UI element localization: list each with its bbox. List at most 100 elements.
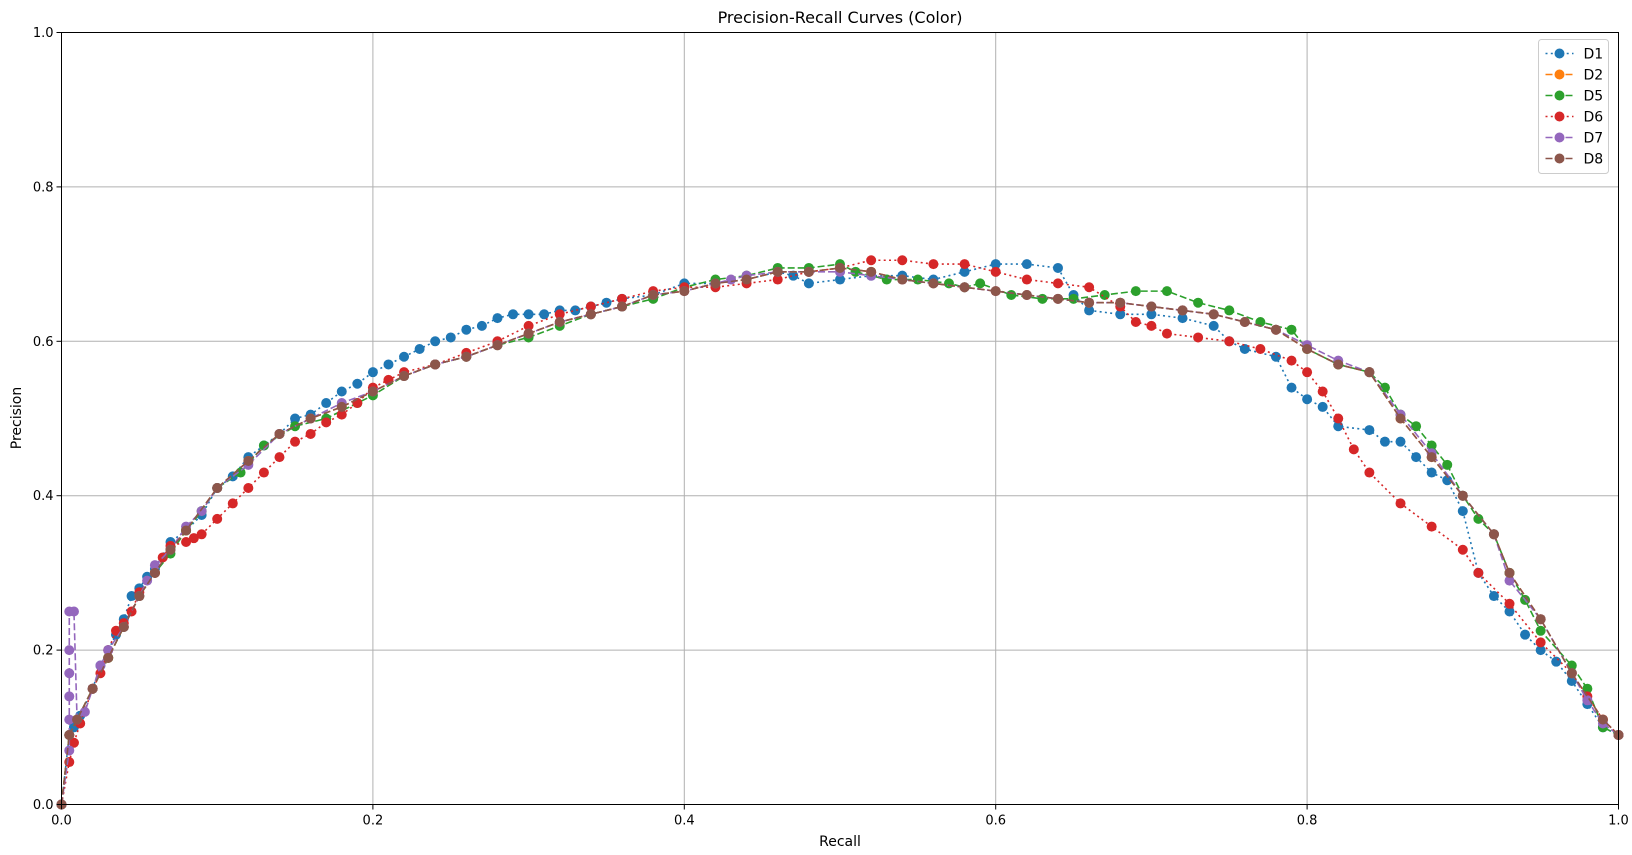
data-point-d8	[990, 286, 1001, 297]
data-point-d8	[118, 621, 129, 632]
data-point-d1	[1239, 344, 1250, 355]
data-point-d5	[1442, 459, 1453, 470]
data-point-d1	[336, 386, 347, 397]
data-point-d6	[554, 309, 565, 320]
data-point-d8	[87, 683, 98, 694]
data-point-d1	[835, 274, 845, 285]
data-point-d5	[975, 278, 986, 289]
data-point-d7	[1504, 575, 1515, 586]
data-point-d6	[959, 259, 970, 270]
series-line-d6	[60, 259, 1620, 805]
data-point-d1	[1084, 305, 1095, 316]
data-point-d6	[188, 533, 199, 544]
data-point-d1	[399, 351, 410, 362]
data-point-d5	[1535, 625, 1546, 636]
data-point-d6	[585, 301, 596, 312]
data-point-d6	[617, 293, 628, 304]
data-point-d8	[1208, 309, 1219, 320]
data-point-d8	[897, 274, 908, 285]
data-point-d6	[1146, 320, 1157, 331]
legend-marker-d2	[1554, 69, 1565, 80]
data-point-d8	[430, 359, 441, 370]
data-point-d8	[617, 301, 628, 312]
data-point-d7	[1582, 695, 1593, 706]
data-point-d6	[321, 417, 332, 428]
data-point-d8	[1364, 367, 1375, 378]
data-point-d8	[1457, 490, 1468, 501]
data-point-d6	[1457, 544, 1468, 555]
data-point-d1	[959, 266, 970, 277]
data-point-d7	[64, 645, 75, 656]
data-point-d1	[1535, 645, 1546, 656]
data-point-d1	[1520, 629, 1531, 640]
data-point-d6	[1052, 278, 1063, 289]
data-point-d1	[1457, 506, 1468, 517]
data-point-d5	[1224, 305, 1235, 316]
data-point-d8	[134, 591, 145, 602]
y-tick-label: 0.0	[33, 798, 54, 813]
data-point-d7	[64, 745, 75, 756]
data-point-d6	[274, 452, 285, 463]
data-point-d1	[1177, 313, 1188, 324]
legend: D1 D2 D5 D6 D7 D8	[1538, 39, 1609, 174]
data-point-d8	[305, 413, 316, 424]
chart-title: Precision-Recall Curves (Color)	[718, 8, 963, 27]
legend-label-d7: D7	[1584, 131, 1604, 147]
data-point-d5	[1426, 440, 1437, 451]
data-point-d1	[570, 305, 581, 316]
data-point-d6	[1224, 336, 1235, 347]
data-point-d8	[928, 278, 939, 289]
data-point-d5	[1068, 293, 1079, 304]
data-point-d1	[1052, 262, 1063, 273]
data-point-d7	[64, 714, 75, 725]
data-point-d8	[212, 482, 223, 493]
y-axis-label: Precision	[9, 387, 25, 449]
data-point-d8	[772, 266, 783, 277]
legend-label-d2: D2	[1584, 68, 1604, 84]
data-point-d1	[788, 270, 799, 281]
data-point-d6	[1317, 386, 1328, 397]
data-point-d5	[1379, 382, 1390, 393]
data-point-d5	[1006, 289, 1017, 300]
data-point-d8	[585, 309, 596, 320]
y-tick-label: 0.6	[33, 335, 54, 350]
data-point-d1	[1551, 656, 1562, 667]
data-point-d7	[64, 691, 75, 702]
data-point-d8	[165, 544, 176, 555]
data-point-d1	[523, 309, 534, 320]
y-tick-label: 1.0	[33, 26, 54, 41]
data-point-d8	[1115, 297, 1126, 308]
x-tick-label: 0.8	[1297, 814, 1318, 829]
data-point-d8	[1535, 614, 1546, 625]
data-point-d6	[68, 737, 79, 748]
x-tick-label: 0.6	[985, 814, 1006, 829]
data-point-d1	[290, 413, 301, 424]
data-point-d1	[445, 332, 456, 343]
data-point-d6	[1333, 413, 1344, 424]
data-point-d1	[1504, 606, 1515, 617]
data-point-d8	[679, 286, 690, 297]
data-point-d8	[103, 652, 114, 663]
data-point-d1	[1364, 425, 1375, 436]
data-point-d6	[1161, 328, 1172, 339]
data-point-d8	[959, 282, 970, 293]
data-point-d8	[1488, 529, 1499, 540]
data-point-d8	[648, 289, 659, 300]
data-point-d8	[1052, 293, 1063, 304]
x-tick-label: 0.4	[674, 814, 695, 829]
data-point-d1	[476, 320, 487, 331]
legend-item-d7: D7	[1545, 131, 1604, 147]
data-point-d6	[1193, 332, 1204, 343]
data-point-d5	[1473, 513, 1484, 524]
data-point-d5	[943, 278, 954, 289]
x-tick-label: 1.0	[1608, 814, 1629, 829]
legend-item-d2: D2	[1545, 68, 1604, 84]
data-point-d6	[1255, 344, 1266, 355]
data-point-d8	[1504, 567, 1515, 578]
legend-item-d8: D8	[1545, 152, 1603, 168]
data-point-d5	[1099, 289, 1110, 300]
data-point-d6	[523, 320, 534, 331]
data-point-d8	[149, 567, 160, 578]
data-point-d6	[1535, 637, 1546, 648]
